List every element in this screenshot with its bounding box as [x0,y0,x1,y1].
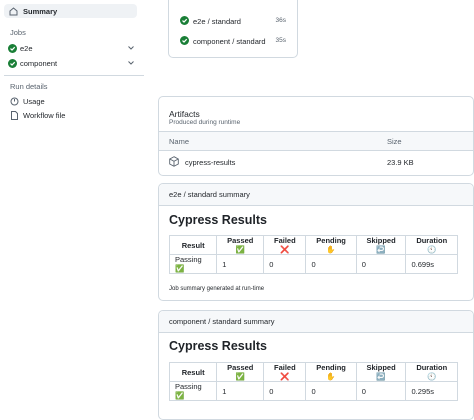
usage-icon [10,97,19,106]
header-cell: Skipped ↩️ [355,235,407,255]
artifacts-title: Artifacts [169,109,200,119]
data-cell: 0 [355,381,407,401]
data-row: Passing ✅ 1 0 0 0 0.295s [168,381,458,401]
header-cell: Passed ✅ [216,362,265,382]
graph-job-duration: 35s [275,37,286,44]
workflow-label: Workflow file [23,110,66,120]
data-cell: 0 [263,254,307,274]
header-cell: Skipped ↩️ [355,362,407,382]
job-link[interactable]: component [4,56,137,70]
artifacts-subtitle: Produced during runtime [169,119,241,126]
header-cell: Duration 🕙 [405,362,458,382]
chevron [128,61,134,65]
graph-job-name[interactable]: component / standard [193,37,266,46]
usage-link[interactable]: Usage [4,94,137,108]
summary-title: Cypress Results [169,213,267,227]
run-details-heading: Run details [10,82,48,91]
data-cell: 0 [355,254,407,274]
column-header: Size [387,137,402,146]
summary-link[interactable]: Summary [4,4,137,18]
header-cell: Result [168,362,218,382]
jobs-heading: Jobs [10,28,26,37]
divider [4,75,144,76]
artifacts-panel: Artifacts Produced during runtime Name S… [158,96,474,176]
job-name: component [20,58,58,68]
header-cell: Pending ✋ [305,362,357,382]
data-cell: Passing ✅ [168,254,218,274]
header-cell: Duration 🕙 [405,235,458,255]
data-row: Passing ✅ 1 0 0 0 0.699s [168,254,458,274]
header-cell: Result [168,235,218,255]
summary-label: Summary [23,6,58,16]
package-icon [169,156,179,167]
home-icon [9,7,18,16]
job-graph: e2e / standard 36s component / standard … [168,0,298,58]
summary-header: component / standard summary [159,311,473,333]
header-cell: Failed ❌ [263,362,307,382]
artifact-size: 23.9 KB [387,158,414,167]
success-icon [8,59,17,68]
job-link[interactable]: e2e [4,41,137,55]
summary-panel: e2e / standard summary Cypress Results R… [158,183,474,301]
summary-header: e2e / standard summary [159,184,473,206]
results-table: Result Passed ✅ Failed ❌ Pending ✋ Skipped ↩… [168,362,458,401]
graph-job-name[interactable]: e2e / standard [193,17,241,26]
header-cell: Passed ✅ [216,235,265,255]
graph-job-duration: 36s [275,17,286,24]
job-name: e2e [20,43,33,53]
summary-heading: e2e / standard summary [169,190,250,199]
artifacts-header [159,131,473,151]
data-cell: 1 [216,254,265,274]
file-icon [11,111,18,120]
header-cell: Failed ❌ [263,235,307,255]
header-cell: Pending ✋ [305,235,357,255]
summary-footer: Job summary generated at run-time [169,286,265,292]
usage-label: Usage [23,96,45,106]
results-table: Result Passed ✅ Failed ❌ Pending ✋ Skipped ↩… [168,235,458,274]
data-cell: 1 [216,381,265,401]
data-cell: Passing ✅ [168,381,218,401]
header-row: Result Passed ✅ Failed ❌ Pending ✋ Skipped ↩… [168,235,458,255]
data-cell: 0.295s [405,381,458,401]
success-icon [8,44,17,53]
data-cell: 0.699s [405,254,458,274]
success-icon [180,16,189,25]
workflow-link[interactable]: Workflow file [4,108,137,122]
success-icon [180,36,189,45]
chevron [128,46,134,50]
summary-panel: component / standard summary Cypress Res… [158,310,474,420]
header-row: Result Passed ✅ Failed ❌ Pending ✋ Skipped ↩… [168,362,458,382]
summary-title: Cypress Results [169,339,267,353]
artifact-name[interactable]: cypress-results [185,158,236,167]
data-cell: 0 [263,381,307,401]
data-cell: 0 [305,254,357,274]
page: Summary Jobs e2e component Run details U… [4,0,474,420]
column-header: Name [169,137,190,146]
data-cell: 0 [305,381,357,401]
summary-heading: component / standard summary [169,317,275,326]
